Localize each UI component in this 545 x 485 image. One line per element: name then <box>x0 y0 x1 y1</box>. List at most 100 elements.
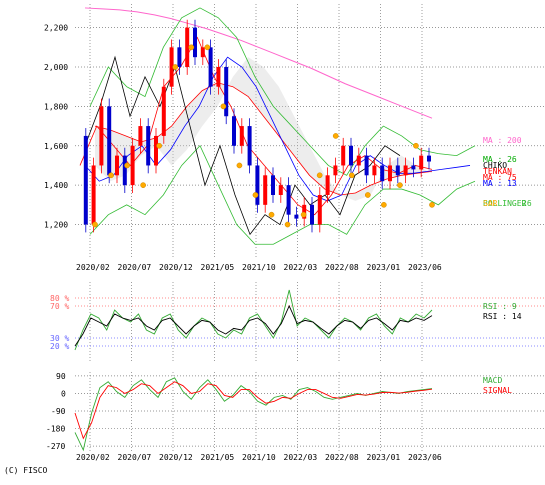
sar-dot <box>381 201 387 208</box>
sar-dot <box>413 142 419 149</box>
ichimoku-cloud <box>95 57 432 201</box>
y-tick-label: 2,000 <box>44 63 68 72</box>
candle-body <box>364 155 369 176</box>
candle-body <box>356 155 361 166</box>
sar-dot <box>397 182 403 188</box>
candle-body <box>185 27 190 68</box>
candle-body <box>107 106 112 176</box>
rsi14-line <box>74 304 433 347</box>
candle-body <box>310 204 314 225</box>
macd-tick-label: 0 <box>61 389 66 398</box>
sar-dot <box>236 162 243 169</box>
sar-dot <box>429 201 435 208</box>
x-tick-label: 2020/02 <box>76 263 110 272</box>
x-tick-label: 2021/05 <box>201 453 235 462</box>
candle-body <box>232 116 236 146</box>
sar-dots <box>92 44 435 228</box>
candlesticks <box>83 19 431 233</box>
legend-label: MA : 200 <box>483 136 522 145</box>
candle-body <box>286 185 291 215</box>
candle-body <box>411 165 416 170</box>
x-tick-label: 2020/12 <box>159 453 193 462</box>
sar-dot <box>284 221 291 228</box>
macd-tick-label: -270 <box>46 442 65 451</box>
candle-body <box>271 175 275 195</box>
x-tick-label: 2023/01 <box>367 263 401 272</box>
x-tick-label: 2020/02 <box>76 453 110 462</box>
y-tick-label: 1,400 <box>44 181 68 190</box>
macd-tick-label: -180 <box>46 425 65 434</box>
x-tick-label: 2021/10 <box>242 453 276 462</box>
candle-body <box>169 47 174 87</box>
macd-tick-label: -90 <box>51 407 66 416</box>
candle-body <box>419 155 424 170</box>
legend-label: MA : 26 <box>483 155 517 164</box>
candle-body <box>224 67 229 117</box>
x-tick-label: 2020/07 <box>118 263 152 272</box>
x-tick-label: 2022/03 <box>284 263 318 272</box>
candle-body <box>395 165 400 176</box>
sar-dot <box>156 142 163 149</box>
sar-dot <box>268 211 275 218</box>
x-tick-label: 2020/12 <box>159 263 193 272</box>
sar-dot <box>300 211 307 218</box>
legend-label: CHIKO <box>483 161 507 170</box>
ma200-line <box>84 7 433 119</box>
candle-body <box>325 175 330 195</box>
legend-label: 26 <box>522 199 532 208</box>
candle-body <box>278 185 283 195</box>
candle-body <box>130 145 135 186</box>
legend-label: SIGNAL <box>483 386 512 395</box>
candle-body <box>333 165 338 176</box>
candle-body <box>403 165 408 176</box>
x-tick-label: 2023/06 <box>408 263 442 272</box>
sar-dot <box>124 162 130 169</box>
legend-label: MA : 75 <box>483 173 517 182</box>
sar-dot <box>92 221 98 228</box>
sar-dot <box>204 44 211 51</box>
ma75-line <box>94 82 433 196</box>
sar-dot <box>108 172 114 179</box>
sar-dot <box>316 172 323 179</box>
sar-dot <box>172 64 179 70</box>
indicator-lines <box>74 7 476 452</box>
candle-body <box>216 67 221 87</box>
candle-body <box>255 165 260 205</box>
tenkan-line <box>79 36 433 216</box>
candle-body <box>177 47 182 68</box>
candle-body <box>294 214 299 219</box>
legend-label: BOLLINGER <box>483 199 527 208</box>
rsi-tick-label: 70 % <box>50 302 69 311</box>
rsi-tick-label: 80 % <box>50 294 69 303</box>
sar-dot <box>348 172 355 179</box>
candle-body <box>263 175 268 205</box>
cloud-area <box>95 57 432 201</box>
candle-body <box>154 135 158 166</box>
candle-body <box>91 165 96 225</box>
signal-line <box>74 381 433 440</box>
macd-tick-label: 90 <box>56 372 66 381</box>
candle-body <box>115 155 119 176</box>
candle-body <box>200 47 205 58</box>
x-tick-label: 2022/08 <box>325 453 359 462</box>
candle-body <box>341 145 346 166</box>
sar-dot <box>332 133 339 139</box>
candle-body <box>138 126 143 146</box>
legend-label: MA : 13 <box>483 179 517 188</box>
candle-body <box>372 165 377 176</box>
candle-body <box>427 155 431 162</box>
candle-body <box>122 155 127 186</box>
sar-dot <box>140 182 146 188</box>
x-tick-label: 2020/07 <box>118 453 152 462</box>
candle-body <box>193 27 197 58</box>
legend-label: RSI : 14 <box>483 312 522 321</box>
candle-body <box>83 135 88 225</box>
rsi-tick-label: 30 % <box>50 334 69 343</box>
candle-body <box>380 165 385 182</box>
candle-body <box>349 145 353 166</box>
bollinger-upper-line <box>89 7 476 176</box>
sar-dot <box>220 103 227 110</box>
rsi-tick-label: 20 % <box>50 342 69 351</box>
x-tick-label: 2021/05 <box>201 263 235 272</box>
